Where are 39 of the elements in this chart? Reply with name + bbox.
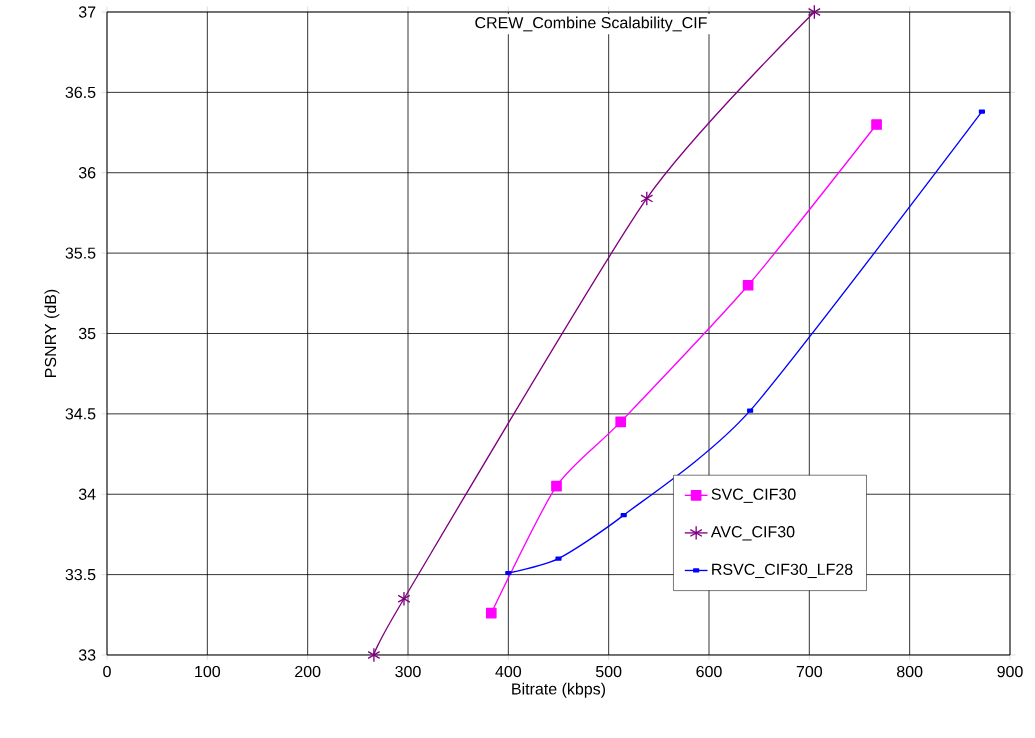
point xyxy=(620,513,627,518)
point xyxy=(615,416,627,428)
point xyxy=(485,607,497,619)
point xyxy=(640,191,654,206)
x-tick-label: 800 xyxy=(897,665,923,678)
y-tick-label: 34 xyxy=(78,488,96,500)
y-tick-label: 36.5 xyxy=(65,86,96,99)
point xyxy=(505,570,512,576)
x-tick-label: 300 xyxy=(395,665,421,678)
x-axis-title: Bitrate (kbps) xyxy=(512,682,606,698)
x-tick-label: 200 xyxy=(295,665,321,678)
x-tick-label: 500 xyxy=(595,665,622,678)
x-tick-label: 0 xyxy=(103,665,111,678)
point xyxy=(978,109,985,114)
y-tick-label: 33.5 xyxy=(65,568,96,581)
y-tick-label: 34.5 xyxy=(65,408,96,420)
point xyxy=(747,408,754,413)
point xyxy=(551,480,562,492)
y-tick-label: 35.5 xyxy=(65,247,96,259)
chart-title: CREW_Combine Scalability_CIF xyxy=(475,16,707,32)
y-axis-title: PSNRY (dB) xyxy=(44,289,60,377)
legend-label: RSVC_CIF30_LF28 xyxy=(712,563,853,579)
legend-label: AVC_CIF30 xyxy=(710,526,795,541)
y-tick-label: 37 xyxy=(78,6,96,18)
x-tick-label: 600 xyxy=(696,665,722,678)
point xyxy=(555,556,562,561)
y-tick-label: 35 xyxy=(78,327,96,340)
point xyxy=(397,591,411,607)
x-tick-label: 700 xyxy=(796,665,823,678)
y-tick-label: 36 xyxy=(78,167,96,179)
x-tick-label: 400 xyxy=(495,665,522,678)
point xyxy=(807,4,821,20)
legend-label: SVC_CIF30 xyxy=(711,488,796,503)
x-tick-label: 100 xyxy=(195,665,221,678)
x-tick-label: 900 xyxy=(997,665,1023,678)
point xyxy=(871,119,882,130)
point xyxy=(367,647,381,663)
point xyxy=(742,279,754,291)
y-tick-label: 33 xyxy=(78,649,96,661)
